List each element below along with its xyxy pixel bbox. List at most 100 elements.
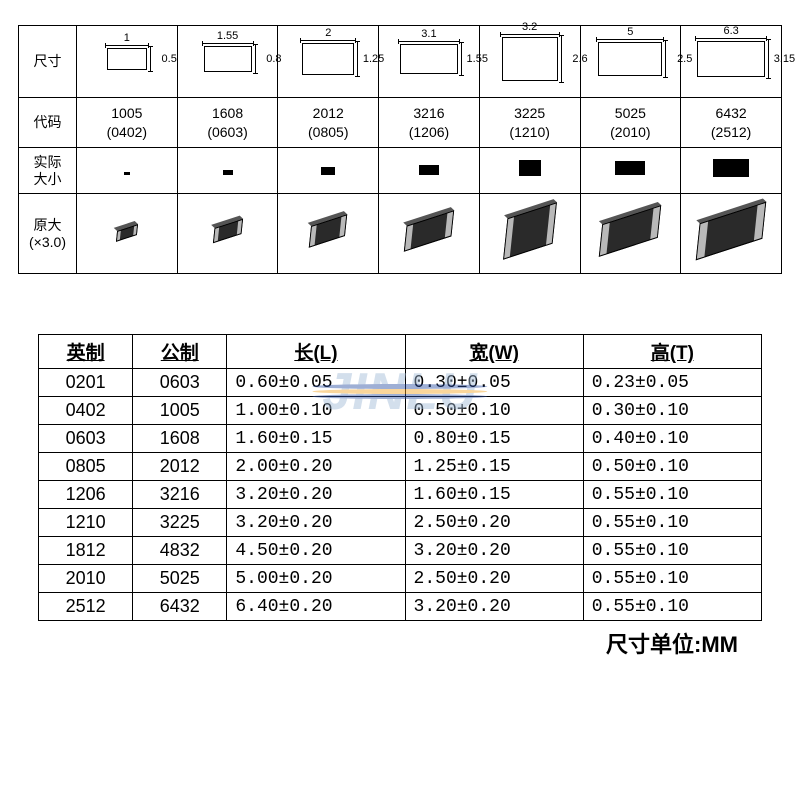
row-actual: 实际 大小 [19, 148, 782, 194]
table-cell: 5025 [133, 565, 227, 593]
table-cell: 0.23±0.05 [583, 369, 761, 397]
table-cell: 3216 [133, 481, 227, 509]
smd-3x-render [599, 205, 661, 257]
dim-height-label: 1.25 [363, 43, 384, 75]
table-cell: 0.55±0.10 [583, 537, 761, 565]
dimension-box: 52.5 [598, 42, 662, 76]
actual-size-chip [713, 159, 749, 177]
table-cell: 1.60±0.15 [227, 425, 405, 453]
table-row: 080520122.00±0.201.25±0.150.50±0.10 [39, 453, 762, 481]
dimension-box: 3.22.6 [502, 37, 558, 81]
rowlabel-size: 尺寸 [19, 26, 77, 98]
table-cell: 0.80±0.15 [405, 425, 583, 453]
size-cell: 52.5 [580, 26, 681, 98]
x3-cell [479, 194, 580, 274]
code-cell: 1005(0402) [77, 98, 178, 148]
dim-width-label: 1.55 [204, 30, 252, 42]
code-cell: 3225(1210) [479, 98, 580, 148]
rowlabel-x3: 原大 (×3.0) [19, 194, 77, 274]
code-cell: 2012(0805) [278, 98, 379, 148]
size-diagram-table: 尺寸 10.5 1.550.8 21.25 3.11.55 3.22.6 52.… [18, 25, 782, 274]
table-cell: 1608 [133, 425, 227, 453]
actual-size-chip [615, 161, 645, 175]
dim-height-label: 0.5 [162, 48, 177, 70]
table-cell: 3.20±0.20 [227, 509, 405, 537]
table-row: 060316081.60±0.150.80±0.150.40±0.10 [39, 425, 762, 453]
table-header-row: 英制 公制 长(L) 宽(W) 高(T) [39, 335, 762, 369]
table-row: 121032253.20±0.202.50±0.200.55±0.10 [39, 509, 762, 537]
code-cell: 3216(1206) [379, 98, 480, 148]
dim-width-label: 6.3 [697, 25, 765, 37]
x3-cell [77, 194, 178, 274]
table-cell: 2.50±0.20 [405, 565, 583, 593]
table-cell: 6432 [133, 593, 227, 621]
table-cell: 0603 [133, 369, 227, 397]
size-cell: 21.25 [278, 26, 379, 98]
table-row: 020106030.60±0.050.30±0.050.23±0.05 [39, 369, 762, 397]
table-cell: 0.30±0.10 [583, 397, 761, 425]
table-cell: 0.60±0.05 [227, 369, 405, 397]
code-metric: 1608 [178, 104, 278, 122]
table-cell: 0.55±0.10 [583, 593, 761, 621]
dimension-box: 21.25 [302, 43, 354, 75]
rowlabel-code: 代码 [19, 98, 77, 148]
table-cell: 3.20±0.20 [227, 481, 405, 509]
table-cell: 0.50±0.10 [405, 397, 583, 425]
table-cell: 5.00±0.20 [227, 565, 405, 593]
row-size: 尺寸 10.5 1.550.8 21.25 3.11.55 3.22.6 52.… [19, 26, 782, 98]
table-row: 040210051.00±0.100.50±0.100.30±0.10 [39, 397, 762, 425]
table-cell: 1812 [39, 537, 133, 565]
table-cell: 1.60±0.15 [405, 481, 583, 509]
table-cell: 0402 [39, 397, 133, 425]
table-cell: 4.50±0.20 [227, 537, 405, 565]
code-metric: 3225 [480, 104, 580, 122]
actual-size-chip [419, 165, 439, 175]
dimension-box: 6.33.15 [697, 41, 765, 77]
table-cell: 6.40±0.20 [227, 593, 405, 621]
actual-cell [580, 148, 681, 194]
dim-width-label: 2 [302, 27, 354, 39]
code-cell: 6432(2512) [681, 98, 782, 148]
unit-note: 尺寸单位:MM [38, 627, 762, 659]
dimension-box: 3.11.55 [400, 44, 458, 74]
dimension-box: 1.550.8 [204, 46, 252, 72]
code-imperial: (2010) [581, 123, 681, 141]
code-cell: 1608(0603) [177, 98, 278, 148]
dim-width-label: 3.1 [400, 28, 458, 40]
dim-height-label: 2.6 [572, 37, 587, 81]
table-row: 181248324.50±0.203.20±0.200.55±0.10 [39, 537, 762, 565]
smd-3x-render [404, 210, 454, 252]
table-cell: 2010 [39, 565, 133, 593]
smd-3x-render [116, 224, 138, 242]
dim-width-label: 1 [107, 32, 147, 44]
smd-3x-render [309, 214, 347, 248]
th-length: 长(L) [227, 335, 405, 369]
table-cell: 1210 [39, 509, 133, 537]
table-cell: 0.55±0.10 [583, 481, 761, 509]
actual-size-chip [321, 167, 335, 175]
dim-width-label: 3.2 [502, 21, 558, 33]
table-cell: 4832 [133, 537, 227, 565]
actual-cell [479, 148, 580, 194]
code-imperial: (1206) [379, 123, 479, 141]
smd-3x-render [503, 202, 557, 259]
dimensions-table: 英制 公制 长(L) 宽(W) 高(T) 020106030.60±0.050.… [38, 334, 762, 621]
x3-cell [379, 194, 480, 274]
table-cell: 3.20±0.20 [405, 593, 583, 621]
row-x3: 原大 (×3.0) [19, 194, 782, 274]
table-cell: 0.55±0.10 [583, 565, 761, 593]
table-cell: 0.30±0.05 [405, 369, 583, 397]
table-cell: 0603 [39, 425, 133, 453]
table-cell: 0.40±0.10 [583, 425, 761, 453]
actual-size-chip [519, 160, 541, 176]
table-cell: 3225 [133, 509, 227, 537]
code-imperial: (1210) [480, 123, 580, 141]
table-cell: 1.00±0.10 [227, 397, 405, 425]
actual-cell [681, 148, 782, 194]
code-imperial: (0805) [278, 123, 378, 141]
row-code: 代码 1005(0402) 1608(0603) 2012(0805) 3216… [19, 98, 782, 148]
code-imperial: (2512) [681, 123, 781, 141]
code-metric: 1005 [77, 104, 177, 122]
table-cell: 1005 [133, 397, 227, 425]
x3-cell [580, 194, 681, 274]
